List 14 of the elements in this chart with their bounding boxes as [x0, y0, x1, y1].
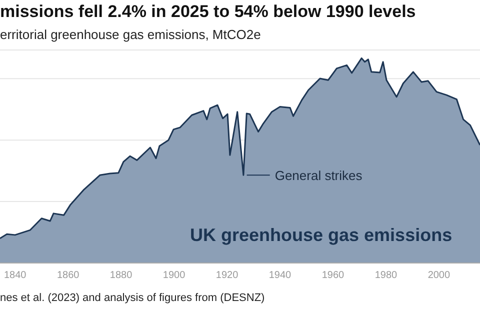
x-tick-label: 1920	[216, 270, 239, 282]
text: nes et al. (2023) and analysis of figures from (DESNZ)	[0, 292, 265, 304]
x-tick-label: 1860	[56, 270, 80, 282]
x-tick-label: 2000	[428, 270, 450, 282]
x-tick-label: 1880	[110, 270, 133, 282]
x-tick-label: 1940	[268, 270, 292, 282]
x-tick-label: 1900	[162, 270, 186, 282]
x-tick-label: 1840	[4, 270, 27, 282]
chart-title: missions fell 2.4% in 2025 to 54% below 1990 levels	[0, 2, 416, 22]
series-label: UK greenhouse gas emissions	[190, 225, 452, 246]
annotation: General strikes	[274, 168, 363, 183]
chart-subtitle: erritorial greenhouse gas emissions, MtCO2e	[0, 27, 261, 42]
x-tick-label: 1960	[322, 270, 345, 282]
x-tick-label: 1980	[374, 270, 398, 282]
